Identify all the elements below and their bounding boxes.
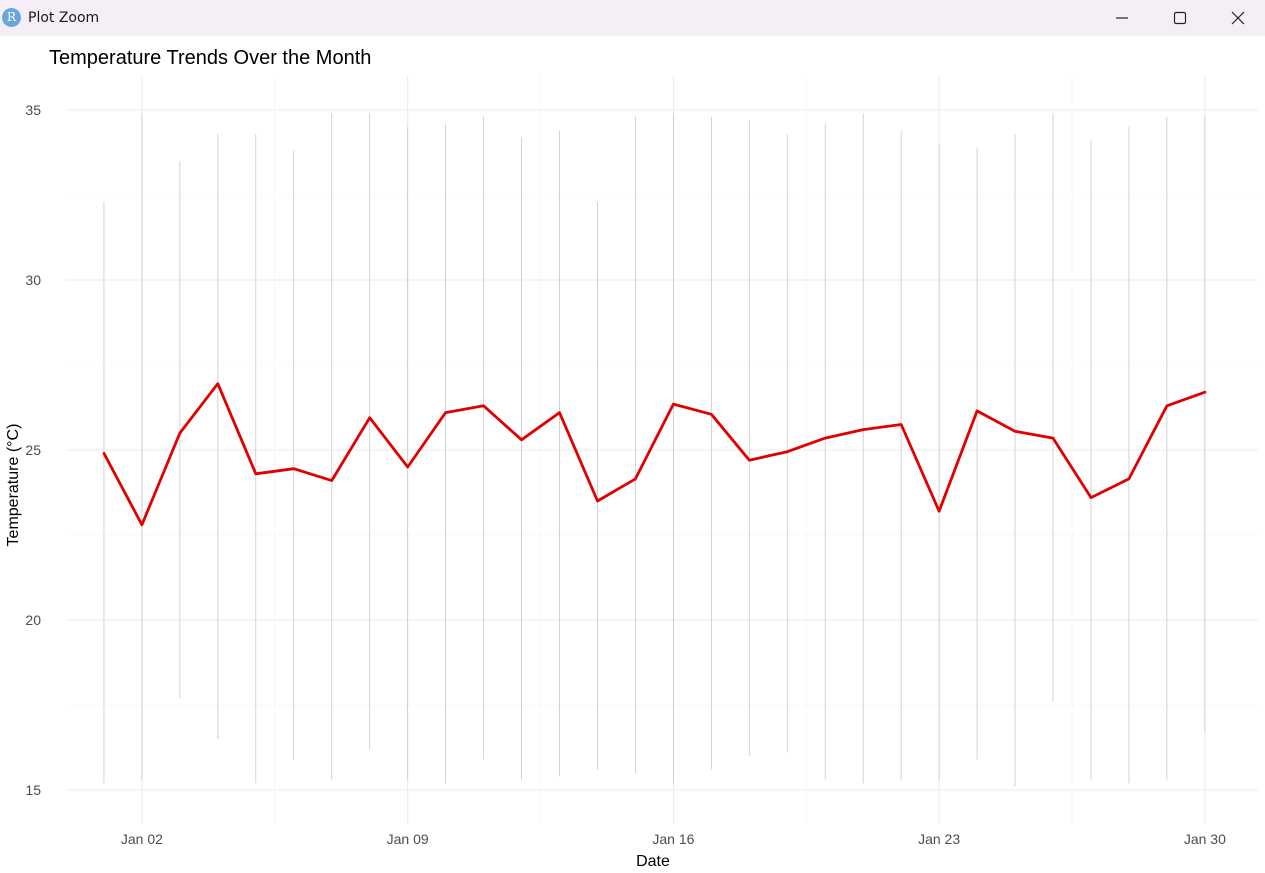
y-tick-label: 35	[25, 102, 41, 118]
y-tick-label: 15	[25, 782, 41, 798]
maximize-icon	[1173, 11, 1187, 25]
window-title: Plot Zoom	[28, 10, 100, 26]
x-tick-labels: Jan 02 Jan 09 Jan 16 Jan 23 Jan 30	[121, 831, 1226, 847]
maximize-button[interactable]	[1151, 0, 1209, 36]
error-bars	[103, 113, 1206, 787]
window-titlebar: R Plot Zoom	[0, 0, 1265, 36]
y-tick-label: 20	[25, 612, 41, 628]
minimize-button[interactable]	[1093, 0, 1151, 36]
minimize-icon	[1116, 17, 1128, 19]
close-icon	[1231, 11, 1245, 25]
chart-title: Temperature Trends Over the Month	[49, 47, 371, 69]
x-tick-label: Jan 02	[121, 831, 163, 847]
y-axis-label: Temperature (°C)	[5, 424, 22, 547]
x-axis-label: Date	[636, 853, 670, 870]
y-tick-label: 25	[25, 442, 41, 458]
close-button[interactable]	[1209, 0, 1265, 36]
x-tick-label: Jan 23	[918, 831, 960, 847]
x-tick-label: Jan 16	[652, 831, 694, 847]
temperature-line	[102, 382, 1207, 527]
x-tick-label: Jan 30	[1184, 831, 1226, 847]
temperature-line-chart: 15 20 25 30 35 Jan 02 Jan 09 Jan 16 Jan 23 Jan 3…	[5, 47, 1258, 870]
y-tick-label: 30	[25, 272, 41, 288]
y-tick-labels: 15 20 25 30 35	[25, 102, 41, 798]
r-app-icon: R	[2, 8, 21, 27]
x-tick-label: Jan 09	[387, 831, 429, 847]
series-line	[102, 382, 1207, 527]
